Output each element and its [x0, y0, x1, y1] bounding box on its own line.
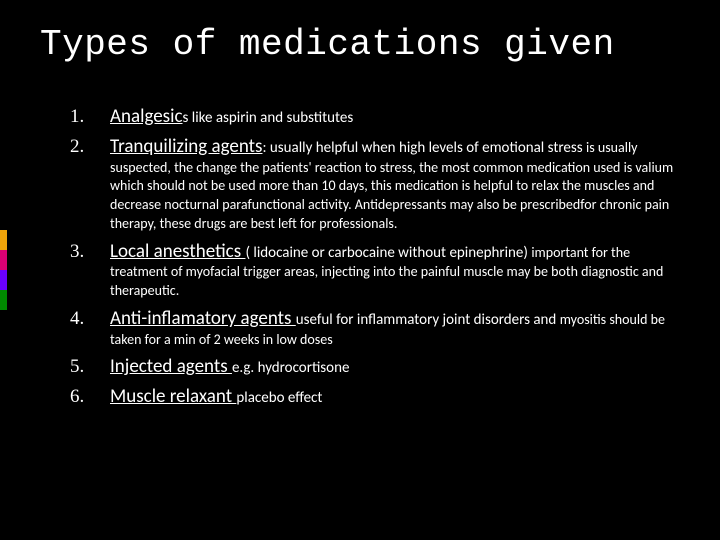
list-item: 2. Tranquilizing agents: usually helpful…	[70, 135, 680, 234]
list-body: Anti-inflamatory agents useful for infla…	[110, 307, 680, 350]
slide-title: Types of medications given	[40, 24, 680, 65]
list-body: Analgesics like aspirin and substitutes	[110, 105, 680, 129]
term: Injected agents	[110, 355, 232, 378]
list-item: 5. Injected agents e.g. hydrocortisone	[70, 355, 680, 379]
list-number: 2.	[70, 135, 110, 234]
list-body: Tranquilizing agents: usually helpful wh…	[110, 135, 680, 234]
term: Tranquilizing agents	[110, 135, 262, 158]
list-body: Injected agents e.g. hydrocortisone	[110, 355, 680, 379]
list-body: Local anesthetics ( lidocaine or carboca…	[110, 240, 680, 301]
accent-stripe	[0, 250, 7, 270]
accent-stripe	[0, 230, 7, 250]
description: e.g. hydrocortisone	[232, 359, 349, 377]
list-number: 5.	[70, 355, 110, 379]
list-item: 3. Local anesthetics ( lidocaine or carb…	[70, 240, 680, 301]
term: Local anesthetics	[110, 240, 245, 263]
description: placebo effect	[236, 389, 322, 407]
description: useful for inflammatory joint disorders …	[296, 311, 557, 329]
description: ( lidocaine or carbocaine without epinep…	[245, 244, 527, 262]
slide: Types of medications given 1. Analgesics…	[0, 0, 720, 540]
list-number: 1.	[70, 105, 110, 129]
list-number: 4.	[70, 307, 110, 350]
medication-list: 1. Analgesics like aspirin and substitut…	[40, 105, 680, 409]
term: Analgesic	[110, 105, 183, 128]
description: : usually helpful when high levels of em…	[262, 139, 582, 157]
list-number: 3.	[70, 240, 110, 301]
list-body: Muscle relaxant placebo effect	[110, 385, 680, 409]
list-item: 6. Muscle relaxant placebo effect	[70, 385, 680, 409]
term: Muscle relaxant	[110, 385, 236, 408]
accent-stripe	[0, 270, 7, 290]
description: like aspirin and substitutes	[188, 109, 353, 127]
list-number: 6.	[70, 385, 110, 409]
accent-bar	[0, 230, 7, 310]
term: Anti-inflamatory agents	[110, 307, 296, 330]
list-item: 4. Anti-inflamatory agents useful for in…	[70, 307, 680, 350]
list-item: 1. Analgesics like aspirin and substitut…	[70, 105, 680, 129]
accent-stripe	[0, 290, 7, 310]
